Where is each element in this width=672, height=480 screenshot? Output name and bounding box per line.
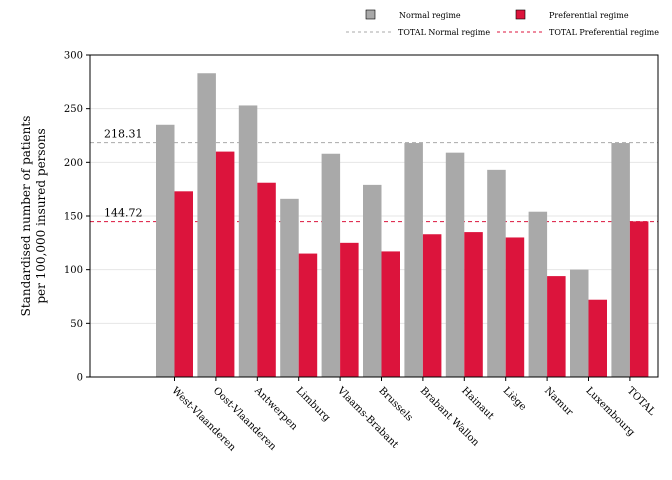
reference-line-label: 144.72 <box>104 207 143 220</box>
bar <box>298 253 318 377</box>
bar <box>528 211 548 377</box>
y-axis-label-line: Standardised number of patients <box>19 116 33 317</box>
y-tick-label: 300 <box>64 51 83 62</box>
x-tick-label: TOTAL <box>625 385 658 418</box>
legend-label: TOTAL Preferential regime <box>549 28 659 37</box>
bar <box>381 251 400 377</box>
y-axis-label: Standardised number of patientsper 100,0… <box>19 116 48 317</box>
x-tick-label: Limburg <box>294 385 333 424</box>
y-tick-label: 50 <box>70 319 83 330</box>
bar <box>280 198 299 377</box>
legend-label: Normal regime <box>399 11 461 20</box>
bar <box>174 191 193 377</box>
bar <box>629 221 649 377</box>
y-axis: 0 50 100 150 200 250 300 <box>64 51 90 384</box>
bar <box>611 143 630 377</box>
bar <box>570 269 589 377</box>
y-tick-label: 100 <box>64 265 83 276</box>
bar <box>464 232 483 377</box>
x-tick-label: Liège <box>501 385 529 413</box>
legend-swatch <box>365 9 376 20</box>
legend-label: TOTAL Normal regime <box>398 28 490 37</box>
bar <box>445 152 465 377</box>
legend: Normal regime Preferential regime TOTAL No… <box>346 9 659 37</box>
x-tick-label: Hainaut <box>459 385 496 422</box>
reference-line-label: 218.31 <box>104 128 143 141</box>
x-tick-label: Namur <box>542 385 575 418</box>
bar <box>588 299 607 377</box>
bar <box>215 151 235 377</box>
bar <box>257 182 276 377</box>
bar <box>422 234 442 377</box>
y-tick-label: 150 <box>64 212 83 223</box>
y-axis-label-line: per 100,000 insured persons <box>34 128 48 303</box>
bar <box>547 276 566 377</box>
bar <box>505 237 525 377</box>
bar <box>404 143 423 377</box>
x-axis: West-VlaanderenOost-VlaanderenAntwerpenL… <box>169 377 657 454</box>
legend-swatch <box>515 9 526 20</box>
bar <box>197 73 216 377</box>
bar <box>238 105 258 378</box>
bar <box>487 169 506 377</box>
y-tick-label: 250 <box>64 104 83 115</box>
legend-label: Preferential regime <box>549 11 629 20</box>
bars <box>156 73 649 378</box>
bar <box>363 184 382 377</box>
bar <box>340 242 359 377</box>
y-tick-label: 200 <box>64 158 83 169</box>
y-tick-label: 0 <box>77 373 83 384</box>
bar <box>321 153 341 377</box>
bar <box>156 124 175 378</box>
x-tick-label: Brussels <box>376 385 414 423</box>
